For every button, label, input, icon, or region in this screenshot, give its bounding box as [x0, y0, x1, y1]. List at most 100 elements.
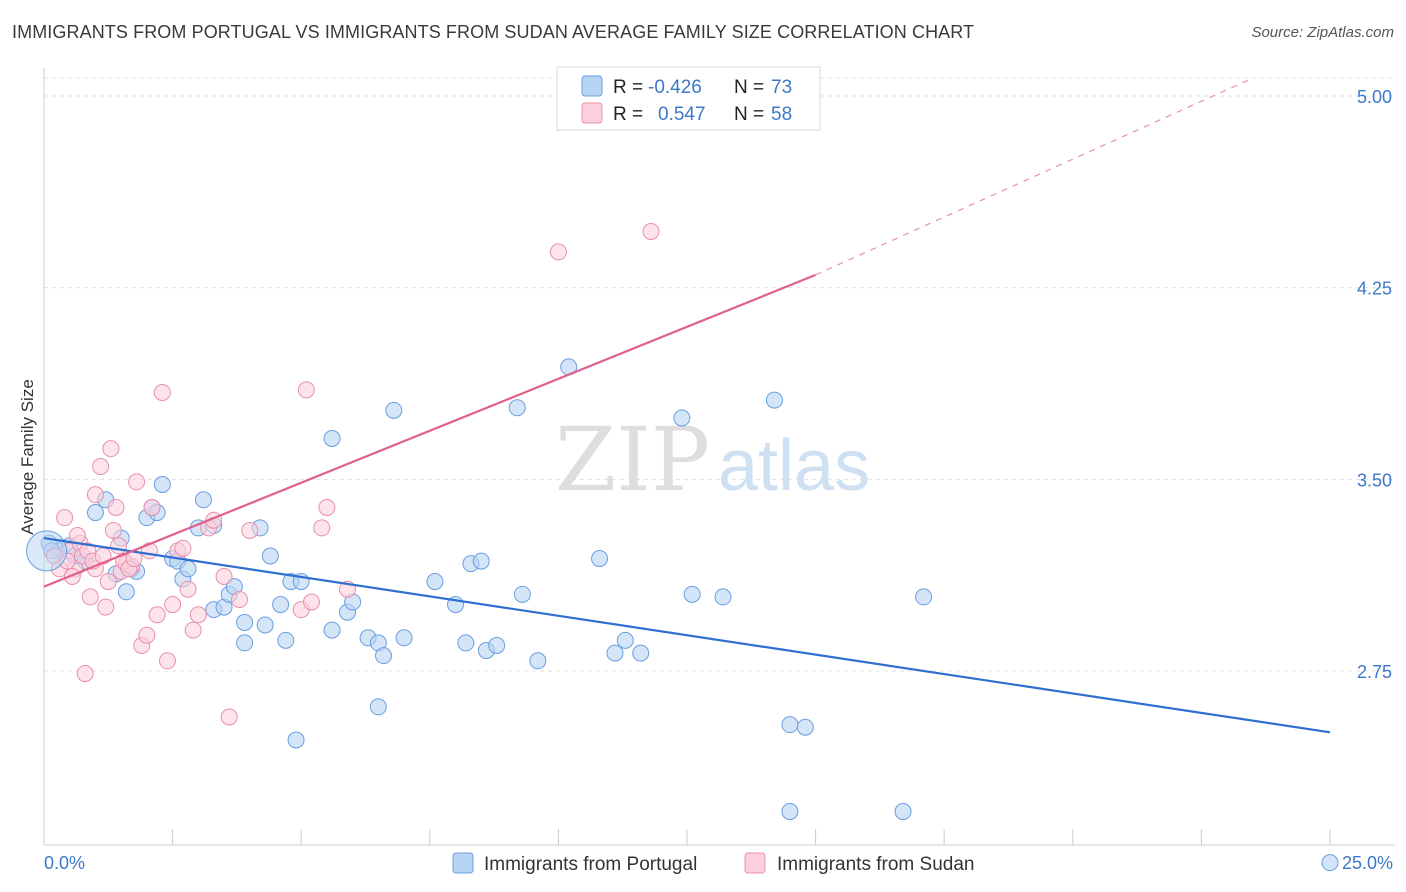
- data-points: [26, 222, 1339, 872]
- data-point-1-26: [174, 539, 192, 557]
- data-point-0-43: [369, 698, 387, 716]
- data-point-0-55: [513, 585, 531, 603]
- data-point-1-52: [104, 521, 122, 539]
- data-point-1-38: [302, 593, 320, 611]
- data-point-0-21: [194, 491, 212, 509]
- data-point-0-32: [272, 596, 290, 614]
- legend-r-label-sudan: R =: [613, 104, 643, 125]
- data-point-1-11: [97, 598, 115, 616]
- data-point-0-30: [256, 616, 274, 634]
- data-point-1-33: [220, 708, 238, 726]
- gridlines: [44, 77, 1395, 672]
- data-point-0-37: [323, 429, 341, 447]
- y-tick-label-0: 2.75: [1357, 662, 1392, 682]
- data-point-1-6: [76, 665, 94, 683]
- data-point-1-17: [128, 473, 146, 491]
- y-tick-label-2: 4.25: [1357, 279, 1392, 299]
- source-label: Source: ZipAtlas.com: [1251, 24, 1394, 41]
- y-tick-labels: 2.75 3.50 4.25 5.00: [1357, 87, 1392, 682]
- data-point-0-62: [673, 409, 691, 427]
- watermark: ZIP atlas: [555, 408, 870, 511]
- legend-swatch-portugal: [581, 75, 603, 97]
- data-point-1-46: [68, 527, 86, 545]
- legend-r-value-sudan: 0.547: [658, 104, 706, 125]
- data-point-0-46: [395, 629, 413, 647]
- legend-r-label-portugal: R =: [613, 77, 643, 98]
- data-point-1-29: [189, 606, 207, 624]
- data-point-0-65: [765, 391, 783, 409]
- data-point-0-66: [781, 716, 799, 734]
- data-point-large: [26, 530, 68, 572]
- trend-line-1: [43, 273, 817, 588]
- data-point-0-71: [1321, 854, 1339, 872]
- data-point-0-61: [632, 644, 650, 662]
- x-tick-labels: 0.0% 25.0%: [44, 853, 1393, 873]
- data-point-0-59: [606, 644, 624, 662]
- data-point-1-10: [92, 458, 110, 476]
- data-point-0-63: [683, 585, 701, 603]
- data-point-0-28: [236, 634, 254, 652]
- data-point-1-35: [241, 521, 259, 539]
- data-point-0-38: [323, 621, 341, 639]
- legend-n-label-sudan: N =: [734, 104, 764, 125]
- data-point-0-31: [261, 547, 279, 565]
- data-point-0-33: [277, 631, 295, 649]
- data-point-0-68: [796, 718, 814, 736]
- data-point-0-9: [117, 583, 135, 601]
- trend-line-dashed-1: [815, 77, 1254, 276]
- bottom-legend-swatch-portugal: [452, 852, 474, 874]
- data-point-0-58: [591, 550, 609, 568]
- data-point-1-40: [318, 498, 336, 516]
- chart-title: IMMIGRANTS FROM PORTUGAL VS IMMIGRANTS F…: [12, 22, 975, 42]
- legend-n-value-portugal: 73: [771, 77, 792, 98]
- data-point-1-39: [313, 519, 331, 537]
- data-point-0-69: [894, 803, 912, 821]
- data-point-0-27: [236, 613, 254, 631]
- data-point-0-56: [529, 652, 547, 670]
- x-tick-label-0: 0.0%: [44, 853, 85, 873]
- legend-n-label-portugal: N =: [734, 77, 764, 98]
- data-point-1-23: [158, 652, 176, 670]
- data-point-1-12: [102, 440, 120, 458]
- bottom-legend-label-portugal: Immigrants from Portugal: [484, 854, 697, 875]
- data-point-0-64: [714, 588, 732, 606]
- y-tick-label-3: 5.00: [1357, 87, 1392, 107]
- legend-r-value-portugal: -0.426: [648, 77, 702, 98]
- data-point-1-51: [99, 573, 117, 591]
- data-point-1-43: [642, 222, 660, 240]
- data-point-0-5: [86, 504, 104, 522]
- data-point-0-45: [385, 401, 403, 419]
- axes: [43, 68, 1395, 846]
- data-point-1-32: [215, 567, 233, 585]
- data-point-1-2: [56, 509, 74, 527]
- data-point-0-54: [508, 399, 526, 417]
- data-point-0-51: [472, 552, 490, 570]
- stats-legend: R = -0.426 N = 73 R = 0.547 N = 58: [556, 66, 821, 131]
- data-point-1-53: [110, 537, 128, 555]
- data-point-0-47: [426, 573, 444, 591]
- data-point-0-44: [375, 647, 393, 665]
- legend-swatch-sudan: [581, 102, 603, 124]
- y-axis-label: Average Family Size: [18, 379, 37, 535]
- data-point-0-67: [781, 803, 799, 821]
- data-point-1-20: [143, 498, 161, 516]
- data-point-0-60: [616, 631, 634, 649]
- x-tick-label-1: 25.0%: [1342, 853, 1393, 873]
- data-point-0-15: [153, 475, 171, 493]
- data-point-1-19: [138, 626, 156, 644]
- data-point-1-8: [86, 486, 104, 504]
- data-point-1-28: [184, 621, 202, 639]
- y-tick-label-1: 3.50: [1357, 470, 1392, 490]
- data-point-0-19: [179, 560, 197, 578]
- data-point-1-22: [153, 383, 171, 401]
- data-point-0-53: [488, 636, 506, 654]
- trend-lines: [43, 77, 1331, 734]
- data-point-1-27: [179, 580, 197, 598]
- bottom-legend-swatch-sudan: [744, 852, 766, 874]
- legend-n-value-sudan: 58: [771, 104, 792, 125]
- series-legend: Immigrants from Portugal Immigrants from…: [452, 852, 974, 875]
- bottom-legend-label-sudan: Immigrants from Sudan: [777, 854, 974, 875]
- data-point-1-13: [107, 498, 125, 516]
- data-point-1-37: [297, 381, 315, 399]
- data-point-0-70: [915, 588, 933, 606]
